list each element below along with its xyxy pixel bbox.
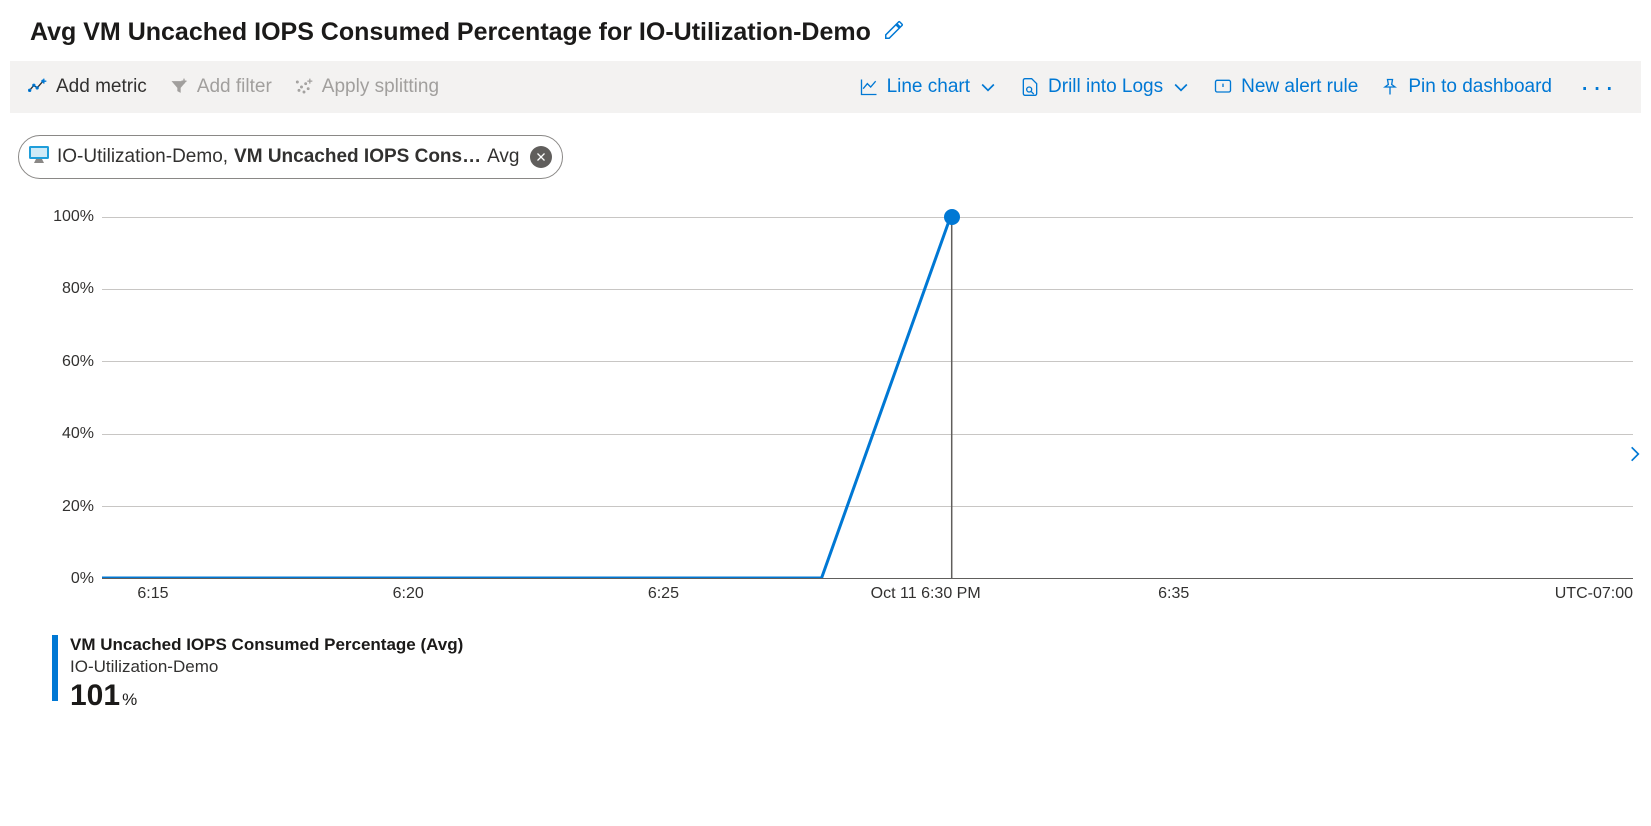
new-alert-label: New alert rule xyxy=(1241,76,1358,98)
drill-logs-icon xyxy=(1020,77,1040,97)
new-alert-button[interactable]: New alert rule xyxy=(1213,76,1358,98)
x-tick-label: 6:25 xyxy=(648,585,679,603)
more-options-button[interactable]: ··· xyxy=(1574,82,1623,92)
hover-marker xyxy=(944,209,960,225)
x-center-label: Oct 11 6:30 PM xyxy=(871,585,981,603)
vm-icon xyxy=(27,142,51,172)
chart-type-label: Line chart xyxy=(887,76,970,98)
chart-plot[interactable] xyxy=(102,217,1633,579)
page-title: Avg VM Uncached IOPS Consumed Percentage… xyxy=(30,18,871,47)
drill-logs-label: Drill into Logs xyxy=(1048,76,1163,98)
apply-splitting-label: Apply splitting xyxy=(322,76,439,98)
chart-toolbar: Add metric Add filter Apply splitting Li… xyxy=(10,61,1641,113)
add-metric-button[interactable]: Add metric xyxy=(28,76,147,98)
pin-dashboard-button[interactable]: Pin to dashboard xyxy=(1380,76,1552,98)
pin-label: Pin to dashboard xyxy=(1408,76,1552,98)
y-tick-label: 60% xyxy=(62,353,94,371)
x-tick-label: 6:15 xyxy=(137,585,168,603)
metric-pill[interactable]: IO-Utilization-Demo, VM Uncached IOPS Co… xyxy=(18,135,563,179)
chevron-right-icon xyxy=(1625,440,1645,468)
remove-metric-button[interactable] xyxy=(530,146,552,168)
pin-icon xyxy=(1380,77,1400,97)
chevron-down-icon xyxy=(1171,77,1191,97)
pill-agg: Avg xyxy=(487,146,519,168)
add-metric-icon xyxy=(28,77,48,97)
x-tick-label: 6:35 xyxy=(1158,585,1189,603)
next-chart-button[interactable] xyxy=(1625,440,1645,473)
filter-icon xyxy=(169,77,189,97)
legend-subtitle: IO-Utilization-Demo xyxy=(70,657,463,677)
pill-resource: IO-Utilization-Demo, xyxy=(57,146,228,168)
y-tick-label: 100% xyxy=(53,208,94,226)
legend-color-bar xyxy=(52,635,58,701)
x-timezone-label: UTC-07:00 xyxy=(1555,585,1633,603)
y-tick-label: 0% xyxy=(71,570,94,588)
y-tick-label: 80% xyxy=(62,280,94,298)
close-icon xyxy=(535,151,547,163)
y-tick-label: 40% xyxy=(62,425,94,443)
add-filter-button: Add filter xyxy=(169,76,272,98)
add-metric-label: Add metric xyxy=(56,76,147,98)
chart-area: 0%20%40%60%80%100% 6:156:206:256:35Oct 1… xyxy=(40,217,1633,617)
alert-icon xyxy=(1213,77,1233,97)
edit-icon[interactable] xyxy=(883,19,905,46)
drill-logs-dropdown[interactable]: Drill into Logs xyxy=(1020,76,1191,98)
chevron-down-icon xyxy=(978,77,998,97)
apply-splitting-button: Apply splitting xyxy=(294,76,439,98)
add-filter-label: Add filter xyxy=(197,76,272,98)
chart-legend: VM Uncached IOPS Consumed Percentage (Av… xyxy=(52,635,1633,713)
chart-type-dropdown[interactable]: Line chart xyxy=(859,76,998,98)
pill-metric: VM Uncached IOPS Cons… xyxy=(234,146,481,168)
legend-title: VM Uncached IOPS Consumed Percentage (Av… xyxy=(70,635,463,655)
y-tick-label: 20% xyxy=(62,498,94,516)
x-tick-label: 6:20 xyxy=(393,585,424,603)
line-chart-icon xyxy=(859,77,879,97)
splitting-icon xyxy=(294,77,314,97)
legend-value: 101 % xyxy=(70,679,463,713)
